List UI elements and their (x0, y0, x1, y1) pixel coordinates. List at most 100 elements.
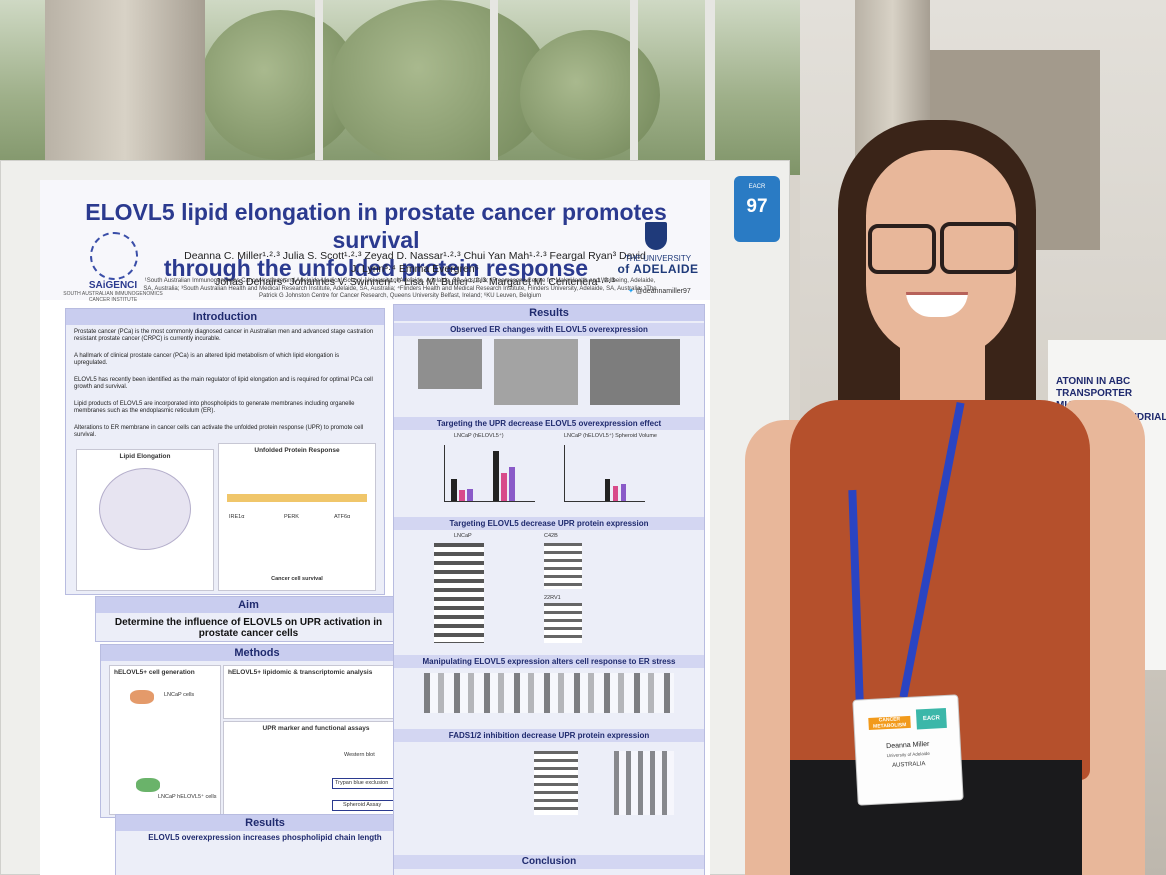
window-mullion (315, 0, 323, 175)
intro-bullet-3: ELOVL5 has recently been identified as t… (74, 377, 373, 391)
bar-mark (451, 478, 457, 501)
em-image-a (418, 339, 482, 389)
aim-section: Aim Determine the influence of ELOVL5 on… (95, 596, 402, 642)
saigenci-logo (90, 232, 138, 280)
cells-icon (130, 690, 154, 704)
bar-mark (613, 486, 618, 501)
sub2-fig-a-title: LNCaP (hELOVL5⁺) (454, 433, 504, 439)
bar-mark (621, 484, 626, 501)
cell-diagram-icon (99, 468, 191, 550)
university-crest-icon (645, 222, 667, 250)
results-left-section: Results ELOVL5 overexpression increases … (115, 814, 415, 875)
name-badge-logo: EACR (915, 707, 947, 730)
bar-mark (509, 467, 515, 501)
upr-figure: Unfolded Protein Response IRE1α PERK ATF… (218, 443, 376, 591)
western-blot-image (544, 543, 582, 589)
bar-mark (493, 450, 499, 501)
bar-mark (459, 489, 465, 501)
board-number-badge: EACR 97 (734, 176, 780, 242)
results-sub2: Targeting the UPR decrease ELOVL5 overex… (394, 417, 704, 430)
em-image-b (494, 339, 578, 405)
university-line1: THE UNIVERSITY (624, 254, 692, 263)
er-membrane-icon (227, 494, 367, 502)
cells-icon (136, 778, 160, 792)
fads-bar-chart (614, 751, 674, 815)
upr-label-perk: PERK (284, 514, 299, 520)
intro-bullet-4: Lipid products of ELOVL5 are incorporate… (74, 401, 355, 415)
tree-foliage (520, 30, 660, 160)
bar-mark (501, 473, 507, 501)
western-blot-image (434, 543, 484, 643)
lipid-elongation-figure: Lipid Elongation (76, 449, 214, 591)
university-line2: of ADELAIDE (617, 262, 699, 276)
bar-mark (467, 488, 473, 501)
results-sub4: Manipulating ELOVL5 expression alters ce… (394, 655, 704, 668)
methods-heading: Methods (101, 645, 413, 661)
sub3-label-22rv1: 22RV1 (544, 595, 561, 601)
intro-bullet-1: Prostate cancer (PCa) is the most common… (74, 329, 374, 343)
poster-title: ELOVL5 lipid elongation in prostate canc… (76, 198, 676, 282)
method-label-trypan: Trypan blue exclusion (335, 780, 389, 786)
results-sub3: Targeting ELOVL5 decrease UPR protein ex… (394, 517, 704, 530)
stress-bar-charts (424, 673, 674, 713)
tree-foliage (330, 0, 550, 170)
upr-assay-box: UPR marker and functional assays Western… (223, 721, 409, 815)
twitter-handle-text: @deannamiller97 (635, 288, 691, 295)
methods-section: Methods hELOVL5+ cell generation LNCaP c… (100, 644, 414, 818)
introduction-section: Introduction Prostate cancer (PCa) is th… (65, 308, 385, 595)
upr-footer: Cancer cell survival (271, 576, 323, 582)
saigenci-logo-subtext: SOUTH AUSTRALIAN IMMUNOGENOMICS CANCER I… (63, 291, 163, 303)
window-mullion (705, 0, 715, 175)
poster-header: ELOVL5 lipid elongation in prostate canc… (40, 180, 710, 303)
lipidomic-title: hELOVL5+ lipidomic & transcriptomic anal… (228, 669, 373, 676)
method-label-spheroid: Spheroid Assay (343, 802, 382, 808)
bar-mark (605, 478, 610, 501)
results-right-section: Results Observed ER changes with ELOVL5 … (393, 304, 705, 875)
method-label-lncap: LNCaP cells (164, 692, 195, 698)
conclusion-heading: Conclusion (394, 855, 704, 869)
bar-chart-a (444, 445, 535, 502)
intro-bullet-2: A hallmark of clinical prostate cancer (… (74, 353, 340, 367)
window-mullion (630, 0, 638, 175)
sub2-fig-b-title: LNCaP (hELOVL5⁺) Spheroid Volume (564, 433, 657, 439)
lipid-elongation-title: Lipid Elongation (119, 453, 171, 460)
upr-assay-title: UPR marker and functional assays (262, 725, 370, 732)
glasses-left-lens-icon (868, 224, 936, 274)
bar-chart-b (564, 445, 645, 502)
poster-title-line2: through the unfolded protein response (163, 255, 589, 281)
authors-line1: Deanna C. Miller¹·²·³ Julia S. Scott¹·²·… (184, 250, 646, 275)
name-badge: CANCER METABOLISM EACR Deanna Miller Uni… (852, 694, 964, 806)
board-badge-label: EACR (748, 184, 766, 190)
results-sub1: Observed ER changes with ELOVL5 overexpr… (394, 323, 704, 336)
upr-label-atf6: ATF6α (334, 514, 351, 520)
results-right-heading: Results (394, 305, 704, 321)
board-number: 97 (746, 196, 768, 217)
twitter-icon: ✦ (628, 288, 636, 295)
em-image-c (590, 339, 680, 405)
results-left-subheading: ELOVL5 overexpression increases phosphol… (148, 833, 382, 842)
name-badge-tag: CANCER METABOLISM (868, 715, 911, 731)
cell-generation-box: hELOVL5+ cell generation LNCaP cells LNC… (109, 665, 221, 815)
western-blot-image (544, 603, 582, 643)
glasses-right-lens-icon (940, 222, 1018, 274)
twitter-handle: ✦ @deannamiller97 (628, 287, 691, 295)
poster: ELOVL5 lipid elongation in prostate canc… (40, 180, 710, 875)
aim-heading: Aim (96, 597, 401, 613)
results-sub5: FADS1/2 inhibition decrease UPR protein … (394, 729, 704, 742)
upr-figure-title: Unfolded Protein Response (254, 447, 340, 454)
poster-affiliations: ¹South Australian Immunogenomics Cancer … (143, 278, 657, 299)
sub3-label-lncap: LNCaP (454, 533, 472, 539)
introduction-heading: Introduction (66, 309, 384, 325)
aim-text: Determine the influence of ELOVL5 on UPR… (114, 617, 383, 639)
upr-label-ire1: IRE1α (229, 514, 245, 520)
authors-line2: Jonas Dehairs⁶ Johannes V. Swinnen¹·⁶ Li… (215, 276, 615, 288)
university-logo: THE UNIVERSITY of ADELAIDE (608, 254, 708, 276)
poster-title-line1: ELOVL5 lipid elongation in prostate canc… (85, 199, 667, 253)
results-left-heading: Results (116, 815, 414, 831)
method-label-western-blot: Western blot (344, 752, 375, 758)
concrete-pillar (45, 0, 205, 170)
lipidomic-box: hELOVL5+ lipidomic & transcriptomic anal… (223, 665, 409, 719)
window-mullion (490, 0, 498, 175)
cell-generation-title: hELOVL5+ cell generation (114, 669, 195, 676)
